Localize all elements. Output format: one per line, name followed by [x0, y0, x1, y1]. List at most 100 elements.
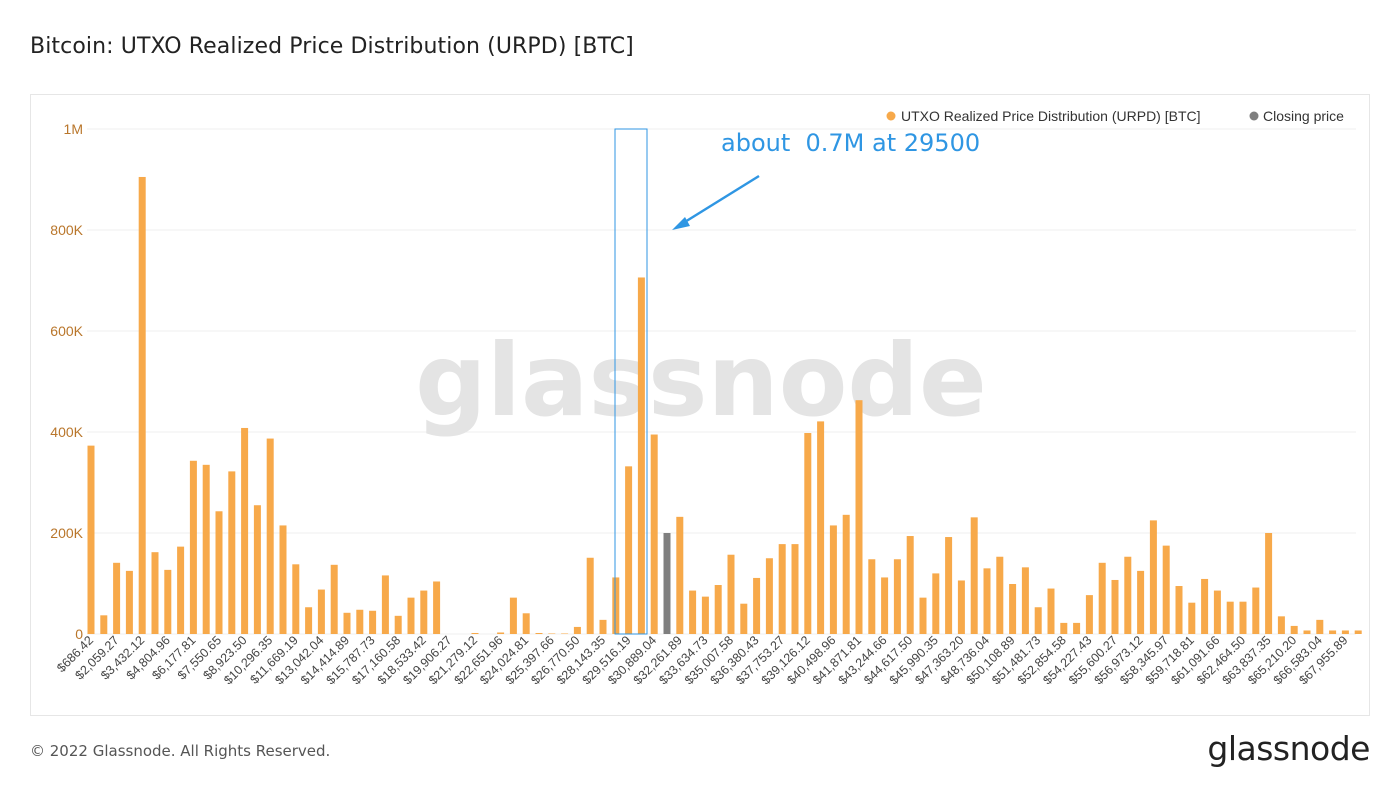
urpd-bar[interactable] [573, 626, 581, 634]
urpd-bar[interactable] [215, 511, 223, 634]
urpd-bar[interactable] [1277, 616, 1285, 634]
urpd-bar[interactable] [202, 464, 210, 634]
urpd-bar[interactable] [893, 559, 901, 634]
urpd-bar[interactable] [497, 632, 505, 634]
closing-price-bar[interactable] [663, 533, 671, 634]
urpd-bar[interactable] [701, 596, 709, 634]
urpd-bar[interactable] [1009, 584, 1017, 634]
urpd-bar[interactable] [1201, 578, 1209, 634]
urpd-bar[interactable] [164, 569, 172, 634]
urpd-bar[interactable] [778, 544, 786, 634]
urpd-bar[interactable] [561, 633, 569, 635]
urpd-bar[interactable] [1188, 602, 1196, 634]
urpd-bar[interactable] [1021, 567, 1029, 634]
urpd-bar[interactable] [1047, 588, 1055, 634]
urpd-bar[interactable] [1252, 587, 1260, 634]
urpd-bar[interactable] [1085, 595, 1093, 634]
urpd-bar[interactable] [689, 590, 697, 634]
urpd-bar[interactable] [650, 434, 658, 634]
urpd-bar[interactable] [535, 632, 543, 634]
urpd-bar[interactable] [228, 471, 236, 634]
urpd-bar[interactable] [266, 438, 274, 634]
urpd-bar[interactable] [548, 633, 556, 635]
urpd-bar[interactable] [343, 612, 351, 634]
urpd-bar[interactable] [727, 554, 735, 634]
urpd-bar[interactable] [753, 577, 761, 634]
urpd-bar[interactable] [100, 615, 108, 634]
urpd-bar[interactable] [1354, 630, 1362, 634]
urpd-bar[interactable] [842, 514, 850, 634]
urpd-bar[interactable] [817, 421, 825, 634]
urpd-bar[interactable] [625, 466, 633, 634]
urpd-bar[interactable] [1226, 601, 1234, 634]
urpd-bar[interactable] [1290, 625, 1298, 634]
urpd-bar[interactable] [279, 525, 287, 634]
urpd-bar[interactable] [970, 517, 978, 634]
urpd-bar[interactable] [676, 516, 684, 634]
urpd-bar[interactable] [637, 277, 645, 634]
urpd-bar[interactable] [113, 562, 121, 634]
urpd-bar[interactable] [791, 544, 799, 634]
urpd-bar[interactable] [996, 556, 1004, 634]
urpd-bar[interactable] [189, 460, 197, 634]
urpd-bar[interactable] [906, 536, 914, 634]
glassnode-logo: glassnode [1207, 729, 1370, 768]
urpd-bar[interactable] [1060, 622, 1068, 634]
urpd-bar[interactable] [292, 564, 300, 634]
urpd-bar[interactable] [1239, 601, 1247, 634]
urpd-bar[interactable] [1137, 570, 1145, 635]
urpd-bar[interactable] [253, 505, 261, 634]
urpd-bar[interactable] [509, 597, 517, 634]
urpd-bar[interactable] [407, 597, 415, 634]
urpd-bar[interactable] [87, 445, 95, 634]
urpd-bar[interactable] [919, 597, 927, 634]
urpd-bar[interactable] [868, 559, 876, 634]
urpd-bar[interactable] [932, 573, 940, 634]
urpd-bar[interactable] [356, 609, 364, 634]
urpd-bar[interactable] [1213, 590, 1221, 634]
urpd-bar[interactable] [765, 558, 773, 634]
urpd-bar[interactable] [433, 581, 441, 634]
urpd-bar[interactable] [804, 433, 812, 634]
urpd-bar[interactable] [1111, 579, 1119, 634]
urpd-bar[interactable] [957, 580, 965, 634]
urpd-bar[interactable] [317, 589, 325, 634]
urpd-bar[interactable] [1329, 630, 1337, 634]
urpd-bar[interactable] [1162, 545, 1170, 635]
urpd-bar[interactable] [983, 568, 991, 634]
urpd-bar[interactable] [855, 400, 863, 634]
urpd-bar[interactable] [945, 537, 953, 634]
urpd-bar[interactable] [1316, 619, 1324, 634]
urpd-bar[interactable] [138, 176, 146, 634]
urpd-bar[interactable] [1265, 533, 1273, 634]
urpd-bar[interactable] [177, 546, 185, 634]
legend-label-urpd[interactable]: UTXO Realized Price Distribution (URPD) … [901, 108, 1201, 124]
urpd-bar[interactable] [740, 603, 748, 634]
urpd-bar[interactable] [471, 632, 479, 634]
urpd-bar[interactable] [1098, 562, 1106, 634]
urpd-bar[interactable] [881, 577, 889, 634]
urpd-bar[interactable] [612, 577, 620, 634]
urpd-bar[interactable] [151, 552, 159, 634]
urpd-bar[interactable] [305, 607, 313, 634]
urpd-bar[interactable] [394, 615, 402, 634]
urpd-bar[interactable] [1175, 586, 1183, 634]
urpd-bar[interactable] [714, 585, 722, 634]
urpd-bar[interactable] [1034, 607, 1042, 634]
legend-label-closing-price[interactable]: Closing price [1263, 108, 1344, 124]
urpd-bar[interactable] [1341, 630, 1349, 634]
urpd-bar[interactable] [1073, 622, 1081, 634]
urpd-bar[interactable] [1149, 520, 1157, 635]
urpd-bar[interactable] [586, 557, 594, 634]
urpd-bar[interactable] [330, 564, 338, 634]
urpd-bar[interactable] [369, 610, 377, 634]
urpd-bar[interactable] [125, 570, 133, 635]
urpd-bar[interactable] [1124, 556, 1132, 634]
urpd-bar[interactable] [381, 575, 389, 634]
urpd-bar[interactable] [522, 613, 530, 634]
urpd-bar[interactable] [420, 590, 428, 634]
urpd-bar[interactable] [1303, 630, 1311, 634]
urpd-bar[interactable] [829, 525, 837, 634]
urpd-bar[interactable] [241, 427, 249, 634]
urpd-bar[interactable] [599, 619, 607, 634]
